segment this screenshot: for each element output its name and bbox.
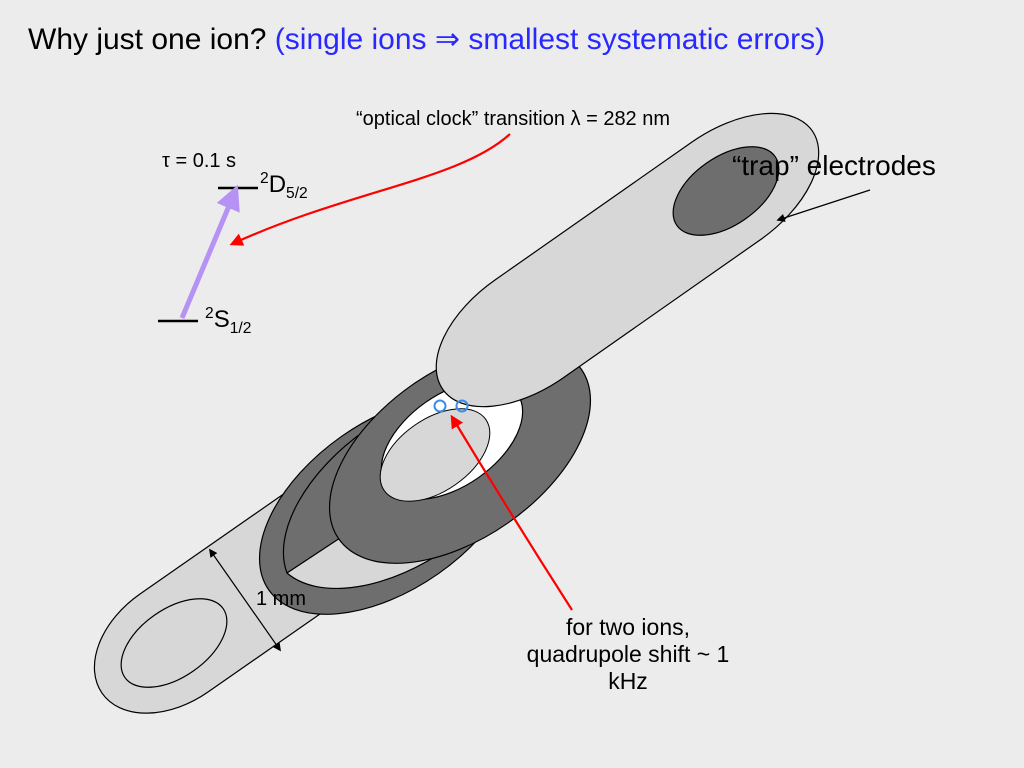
lower-pre: 2 xyxy=(205,305,214,322)
two-ions-line2: quadrupole shift ~ 1 kHz xyxy=(527,641,730,694)
label-scale: 1 mm xyxy=(256,588,306,611)
upper-main: D xyxy=(269,171,286,198)
two-ions-line1: for two ions, xyxy=(566,614,690,640)
lower-level-term: 2S1/2 xyxy=(205,305,251,338)
label-tau: τ = 0.1 s xyxy=(162,150,236,173)
upper-level-term: 2D5/2 xyxy=(260,170,308,203)
label-optical-clock: “optical clock” transition λ = 282 nm xyxy=(356,108,670,131)
lower-main: S xyxy=(214,306,230,333)
energy-levels xyxy=(158,188,258,321)
upper-sub: 5/2 xyxy=(286,185,308,202)
label-two-ions: for two ions, quadrupole shift ~ 1 kHz xyxy=(508,614,748,695)
label-trap-electrodes: “trap” electrodes xyxy=(732,150,936,182)
lower-sub: 1/2 xyxy=(230,320,252,337)
upper-pre: 2 xyxy=(260,170,269,187)
